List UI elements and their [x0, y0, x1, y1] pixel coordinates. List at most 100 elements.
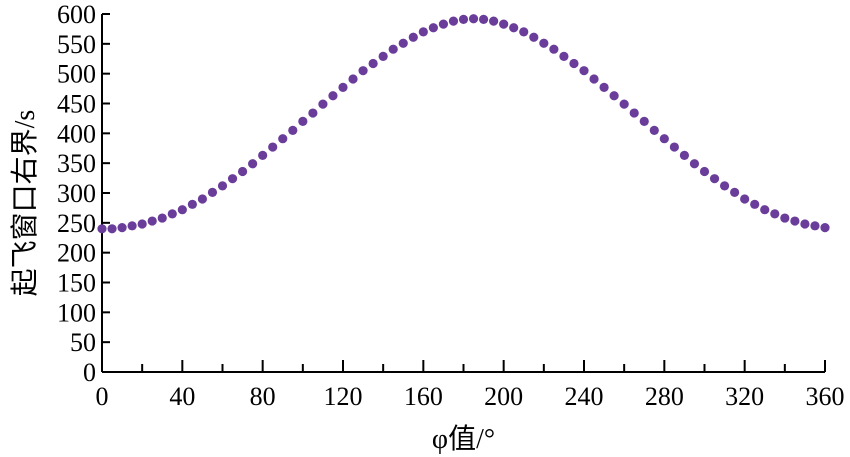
data-point — [117, 223, 127, 233]
data-point — [177, 205, 187, 215]
data-point — [187, 199, 197, 209]
y-tick-label: 150 — [57, 269, 96, 298]
data-point — [418, 27, 428, 37]
data-point — [609, 91, 619, 101]
data-point — [529, 32, 539, 42]
data-point — [227, 174, 238, 184]
data-point — [780, 213, 790, 223]
data-point — [207, 187, 218, 198]
data-point — [318, 99, 328, 109]
data-point — [689, 159, 700, 169]
data-point — [669, 142, 679, 152]
data-point — [368, 58, 378, 69]
data-point — [569, 58, 579, 69]
data-point — [790, 216, 800, 226]
y-axis-label: 起飞窗口右界/s — [9, 110, 41, 297]
data-point — [499, 19, 509, 29]
data-point — [478, 14, 489, 24]
data-point — [810, 221, 820, 231]
x-tick-label: 160 — [404, 382, 443, 411]
data-point — [167, 209, 177, 219]
data-point — [288, 125, 298, 135]
data-point — [268, 142, 278, 152]
data-point — [619, 99, 629, 109]
y-tick-label: 250 — [57, 209, 96, 238]
data-point — [358, 66, 368, 76]
x-axis-label: φ值/° — [432, 423, 495, 455]
data-point — [127, 221, 137, 231]
data-point — [147, 216, 157, 226]
data-points — [97, 14, 830, 234]
data-point — [428, 23, 438, 33]
data-point — [97, 224, 107, 234]
x-tick-label: 0 — [96, 382, 109, 411]
data-point — [559, 51, 569, 61]
data-point — [679, 150, 690, 161]
data-point — [539, 38, 549, 48]
data-point — [448, 16, 459, 26]
data-point — [348, 74, 358, 84]
data-point — [760, 205, 770, 215]
data-point — [458, 14, 469, 24]
data-point — [579, 66, 589, 76]
data-point — [217, 181, 228, 191]
x-tick-label: 80 — [250, 382, 276, 411]
data-point — [468, 14, 479, 24]
data-point — [197, 194, 208, 204]
data-point — [298, 116, 308, 126]
x-ticks: 0 40 80 120 160 200 240 280 320 360 — [96, 360, 845, 411]
data-point — [378, 51, 388, 61]
data-point — [338, 82, 348, 92]
data-point — [549, 44, 559, 54]
y-tick-label: 50 — [70, 328, 96, 357]
data-point — [237, 166, 248, 177]
data-point — [408, 32, 418, 42]
data-point — [308, 108, 318, 118]
data-point — [137, 219, 147, 229]
y-tick-label: 350 — [57, 149, 96, 178]
data-point — [770, 209, 780, 219]
data-point — [629, 108, 639, 118]
data-point — [719, 181, 730, 191]
data-point — [489, 16, 499, 26]
y-tick-label: 550 — [57, 30, 96, 59]
x-tick-label: 40 — [169, 382, 195, 411]
data-point — [248, 159, 258, 169]
data-point — [659, 134, 669, 144]
x-tick-label: 360 — [806, 382, 845, 411]
data-point — [107, 224, 117, 234]
y-tick-label: 0 — [83, 358, 96, 387]
data-point — [438, 19, 449, 29]
data-point — [639, 116, 649, 126]
data-point — [519, 27, 529, 37]
data-point — [258, 150, 268, 161]
x-tick-label: 320 — [725, 382, 764, 411]
data-point — [388, 44, 398, 54]
x-tick-label: 240 — [565, 382, 604, 411]
y-tick-label: 100 — [57, 298, 96, 327]
data-point — [800, 219, 810, 229]
y-tick-label: 600 — [57, 0, 96, 29]
data-point — [820, 223, 830, 233]
y-tick-label: 500 — [57, 60, 96, 89]
data-point — [328, 91, 338, 101]
y-tick-label: 450 — [57, 90, 96, 119]
data-point — [157, 213, 167, 223]
data-point — [398, 38, 408, 48]
data-point — [709, 174, 720, 184]
x-tick-label: 120 — [324, 382, 363, 411]
data-point — [730, 187, 740, 198]
data-point — [699, 166, 710, 177]
y-tick-label: 300 — [57, 179, 96, 208]
data-point — [278, 134, 288, 144]
x-tick-label: 280 — [645, 382, 684, 411]
y-tick-label: 200 — [57, 239, 96, 268]
data-point — [509, 23, 519, 33]
x-tick-label: 200 — [484, 382, 523, 411]
y-tick-label: 400 — [57, 119, 96, 148]
data-point — [589, 74, 599, 84]
data-point — [599, 82, 609, 92]
data-point — [649, 125, 659, 135]
